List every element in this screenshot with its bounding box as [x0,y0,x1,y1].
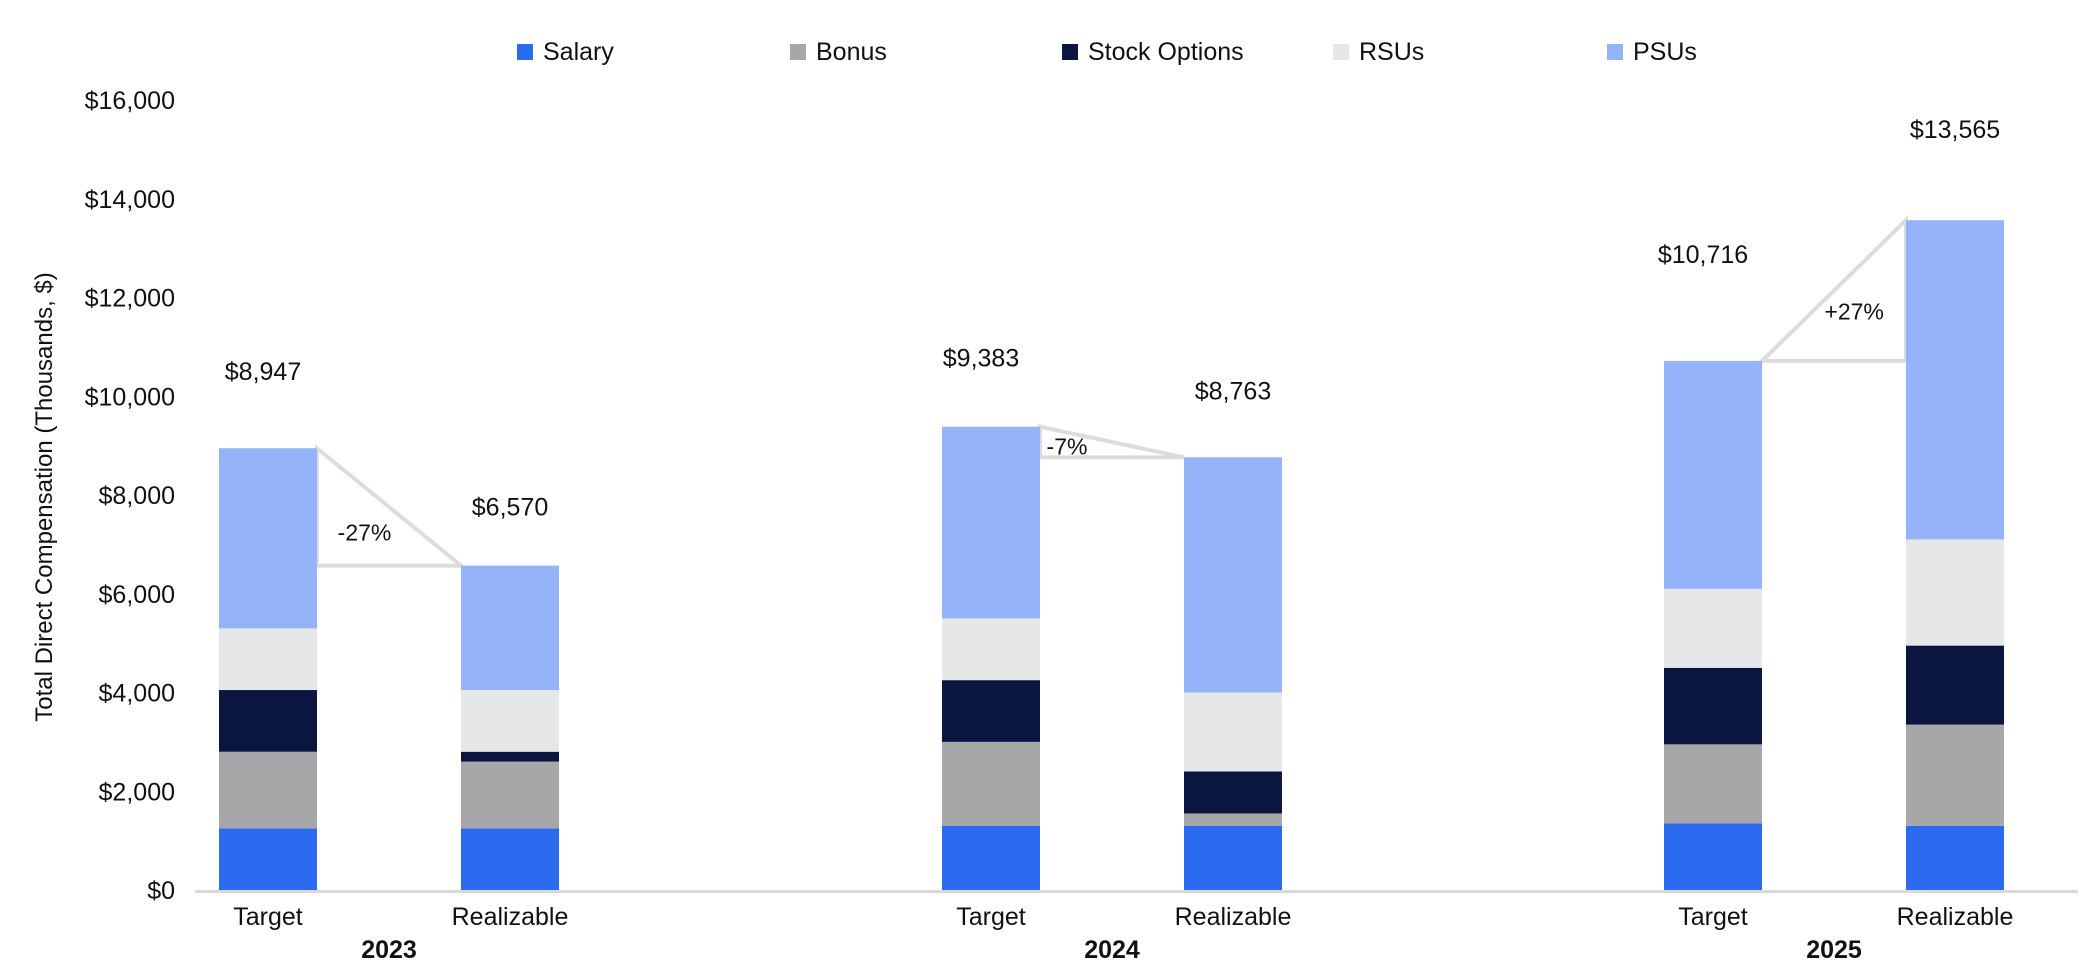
bar-2023-realizable [461,565,559,890]
bar-segment-salary [942,825,1040,890]
bar-2025-realizable [1906,220,2004,890]
legend-label: Bonus [816,38,887,66]
bar-segment-rsus [942,618,1040,681]
bar-segment-bonus [1184,813,1282,826]
bar-segment-psus [219,448,317,629]
total-label: $8,763 [1195,377,1271,405]
bars [219,220,2004,890]
bar-segment-bonus [942,741,1040,826]
legend-item-salary: Salary [517,38,614,66]
y-tick-label: $16,000 [85,87,175,115]
bar-segment-salary [461,828,559,890]
legend: Salary Bonus Stock Options RSUs PSUs [517,38,1697,66]
bar-segment-salary [219,828,317,890]
legend-swatch [1333,44,1349,60]
group-label: 2023 [361,936,417,964]
x-tick-label: Realizable [1897,903,2014,931]
legend-swatch [790,44,806,60]
bar-segment-bonus [461,761,559,829]
y-tick-label: $2,000 [99,778,175,806]
group-label: 2025 [1806,936,1862,964]
legend-item-bonus: Bonus [790,38,887,66]
bar-segment-psus [1184,457,1282,693]
group-label: 2024 [1084,936,1140,964]
change-connector [1757,215,1908,363]
change-label: -27% [338,520,392,546]
bar-segment-stock-options [219,690,317,752]
total-label: $8,947 [225,358,301,386]
total-label: $13,565 [1910,116,2000,144]
bar-2024-target [942,426,1040,890]
legend-label: PSUs [1633,38,1697,66]
y-tick-label: $12,000 [85,285,175,313]
bar-segment-rsus [461,690,559,752]
labels: Target Realizable 2023 Target Realizable 2024… [225,116,2014,964]
bar-segment-salary [1664,823,1762,890]
bar-segment-rsus [1906,539,2004,646]
bar-segment-salary [1906,825,2004,890]
bar-segment-bonus [1664,744,1762,824]
change-label: -7% [1047,434,1088,460]
bar-segment-psus [942,426,1040,619]
y-tick-label: $0 [147,877,175,905]
bar-segment-stock-options [1184,771,1282,814]
bar-2025-target [1664,360,1762,890]
change-connector [315,444,467,568]
bar-segment-stock-options [461,751,559,762]
legend-label: RSUs [1359,38,1424,66]
y-tick-label: $14,000 [85,186,175,214]
legend-label: Stock Options [1088,38,1244,66]
y-tick-label: $4,000 [99,680,175,708]
y-tick-label: $6,000 [99,581,175,609]
y-axis: $0 $2,000 $4,000 $6,000 $8,000 $10,000 $12,000… [85,87,2078,905]
bar-segment-psus [1664,360,1762,589]
bar-segment-rsus [1664,588,1762,668]
legend-swatch [517,44,533,60]
bar-2023-target [219,448,317,890]
legend-swatch [1062,44,1078,60]
legend-swatch [1607,44,1623,60]
legend-label: Salary [543,38,614,66]
bar-segment-salary [1184,825,1282,890]
bar-segment-psus [1906,220,2004,540]
y-axis-title: Total Direct Compensation (Thousands, $) [31,272,58,722]
legend-item-psus: PSUs [1607,38,1697,66]
bar-segment-rsus [219,628,317,691]
x-tick-label: Realizable [1175,903,1292,931]
bar-segment-rsus [1184,692,1282,772]
x-tick-label: Target [956,903,1026,931]
total-label: $6,570 [472,494,548,522]
x-tick-label: Target [233,903,303,931]
bar-segment-stock-options [942,680,1040,742]
bar-segment-psus [461,565,559,691]
x-tick-label: Realizable [452,903,569,931]
y-tick-label: $10,000 [85,383,175,411]
bar-2024-realizable [1184,457,1282,890]
legend-item-rsus: RSUs [1333,38,1424,66]
x-tick-label: Target [1678,903,1748,931]
bar-segment-bonus [1906,724,2004,826]
y-tick-label: $8,000 [99,482,175,510]
change-label: +27% [1824,299,1883,325]
bar-segment-bonus [219,751,317,829]
bar-segment-stock-options [1664,667,1762,745]
legend-item-stock-options: Stock Options [1062,38,1244,66]
total-label: $10,716 [1658,241,1748,269]
bar-segment-stock-options [1906,645,2004,725]
total-label: $9,383 [943,345,1019,373]
